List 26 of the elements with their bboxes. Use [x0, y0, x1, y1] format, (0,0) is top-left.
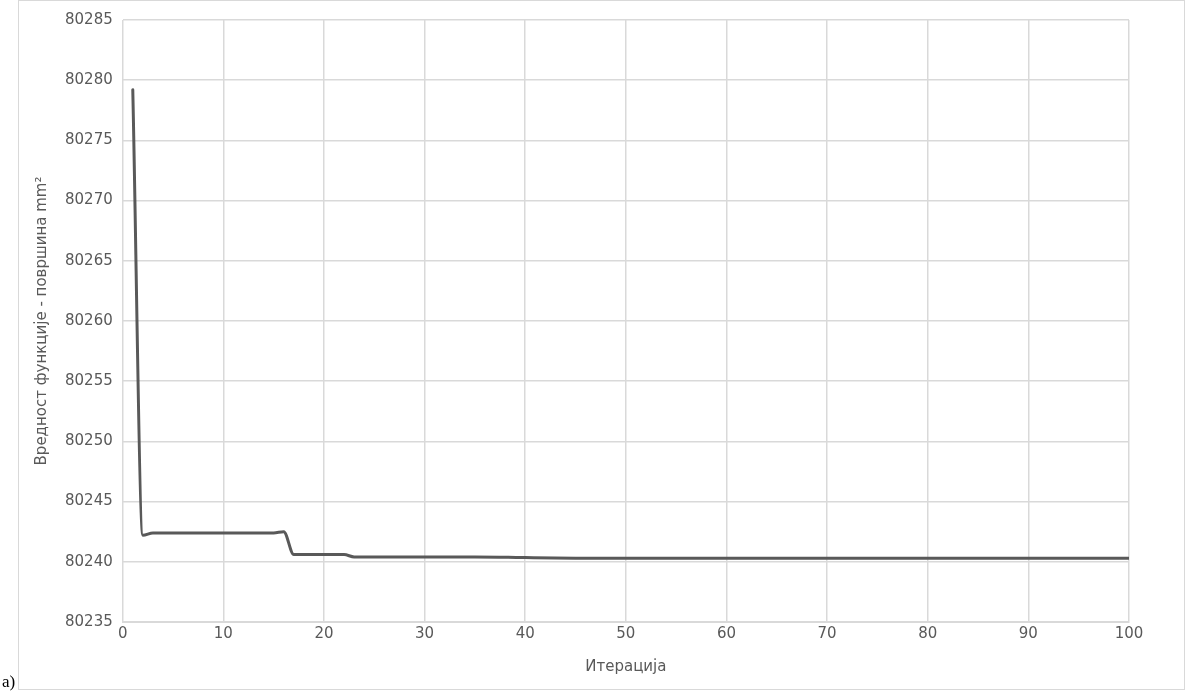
x-tick-label: 80 — [918, 623, 938, 642]
y-tick-label: 80270 — [65, 190, 113, 209]
x-tick-label: 10 — [213, 623, 233, 642]
y-tick-label: 80265 — [65, 250, 113, 269]
y-tick-label: 80275 — [65, 130, 113, 149]
x-tick-label: 0 — [117, 623, 128, 642]
line-series — [131, 88, 1129, 560]
y-tick-label: 80240 — [65, 551, 113, 570]
x-tick-label: 20 — [314, 623, 334, 642]
y-tick-label: 80280 — [65, 70, 113, 89]
x-tick-label: 90 — [1018, 623, 1038, 642]
x-tick-label: 40 — [515, 623, 535, 642]
x-tick-label: 70 — [817, 623, 837, 642]
x-axis-title: Итерација — [585, 656, 667, 675]
x-tick-label: 100 — [1114, 623, 1144, 642]
x-tick-label: 60 — [716, 623, 737, 642]
y-tick-label: 80285 — [65, 9, 113, 28]
y-axis-title: Вредност функције - површина mm² — [31, 176, 50, 466]
x-tick-label: 50 — [616, 623, 636, 642]
text: a) — [2, 672, 16, 692]
y-tick-label: 80260 — [65, 310, 113, 329]
y-tick-label: 80250 — [65, 431, 113, 450]
y-tick-label: 80245 — [65, 491, 113, 510]
x-tick-label: 30 — [415, 623, 435, 642]
y-tick-label: 80235 — [65, 611, 113, 630]
y-tick-label: 80255 — [65, 371, 113, 390]
